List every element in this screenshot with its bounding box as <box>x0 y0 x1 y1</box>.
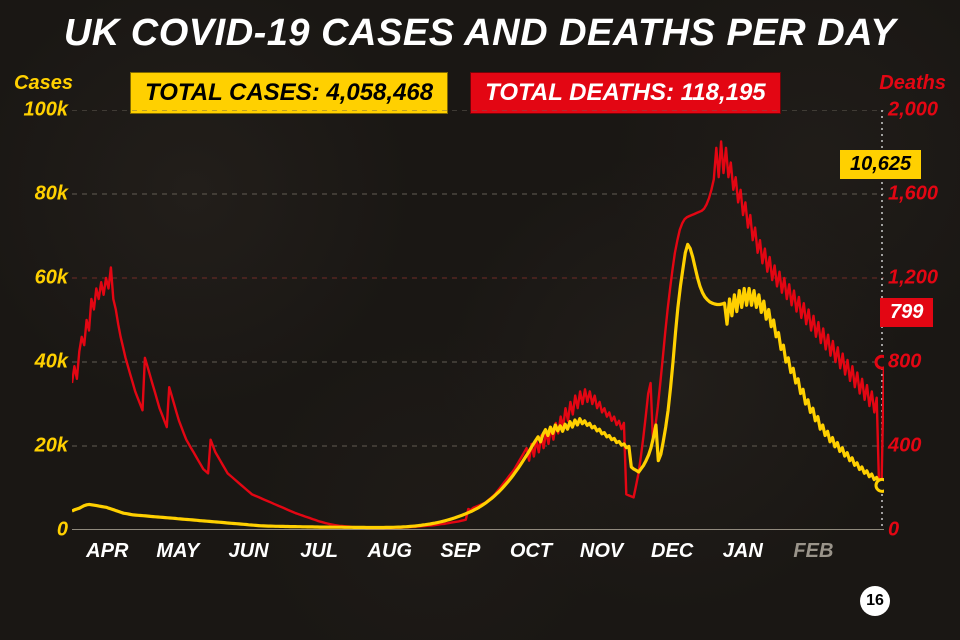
y-right-tick: 800 <box>888 351 950 374</box>
y-right-tick: 2,000 <box>888 99 950 122</box>
y-right-tick: 0 <box>888 519 950 542</box>
x-tick: JAN <box>723 540 763 563</box>
y-left-tick: 100k <box>10 99 68 122</box>
y-left-tick: 80k <box>10 183 68 206</box>
x-tick: MAY <box>156 540 199 563</box>
y-axis-left-labels: 020k40k60k80k100k <box>10 110 68 530</box>
y-axis-right-title: Deaths <box>879 72 946 95</box>
date-marker: 16 <box>860 586 890 616</box>
summary-badges: TOTAL CASES: 4,058,468 TOTAL DEATHS: 118… <box>130 72 781 114</box>
y-left-tick: 40k <box>10 351 68 374</box>
x-tick: NOV <box>580 540 623 563</box>
x-tick: APR <box>86 540 128 563</box>
chart-svg <box>72 110 884 530</box>
total-cases-badge: TOTAL CASES: 4,058,468 <box>130 72 448 114</box>
y-right-tick: 1,600 <box>888 183 950 206</box>
x-tick: OCT <box>510 540 552 563</box>
callout-deaths: 799 <box>880 298 933 327</box>
x-tick: JUL <box>300 540 338 563</box>
x-tick: SEP <box>440 540 480 563</box>
total-deaths-badge: TOTAL DEATHS: 118,195 <box>470 72 781 114</box>
x-tick: JUN <box>229 540 269 563</box>
x-axis-labels: APR MAY JUN JUL AUG SEP OCT NOV DEC JAN FEB <box>72 540 884 570</box>
y-axis-left-title: Cases <box>14 72 73 95</box>
y-right-tick: 1,200 <box>888 267 950 290</box>
x-tick: DEC <box>651 540 693 563</box>
y-left-tick: 20k <box>10 435 68 458</box>
y-right-tick: 400 <box>888 435 950 458</box>
x-tick: FEB <box>793 540 833 563</box>
chart-area <box>72 110 884 530</box>
y-left-tick: 60k <box>10 267 68 290</box>
y-left-tick: 0 <box>10 519 68 542</box>
callout-cases: 10,625 <box>840 150 921 179</box>
chart-title: UK COVID-19 CASES AND DEATHS PER DAY <box>0 12 960 55</box>
x-tick: AUG <box>368 540 412 563</box>
